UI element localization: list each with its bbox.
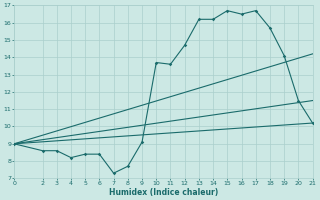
X-axis label: Humidex (Indice chaleur): Humidex (Indice chaleur) <box>109 188 218 197</box>
